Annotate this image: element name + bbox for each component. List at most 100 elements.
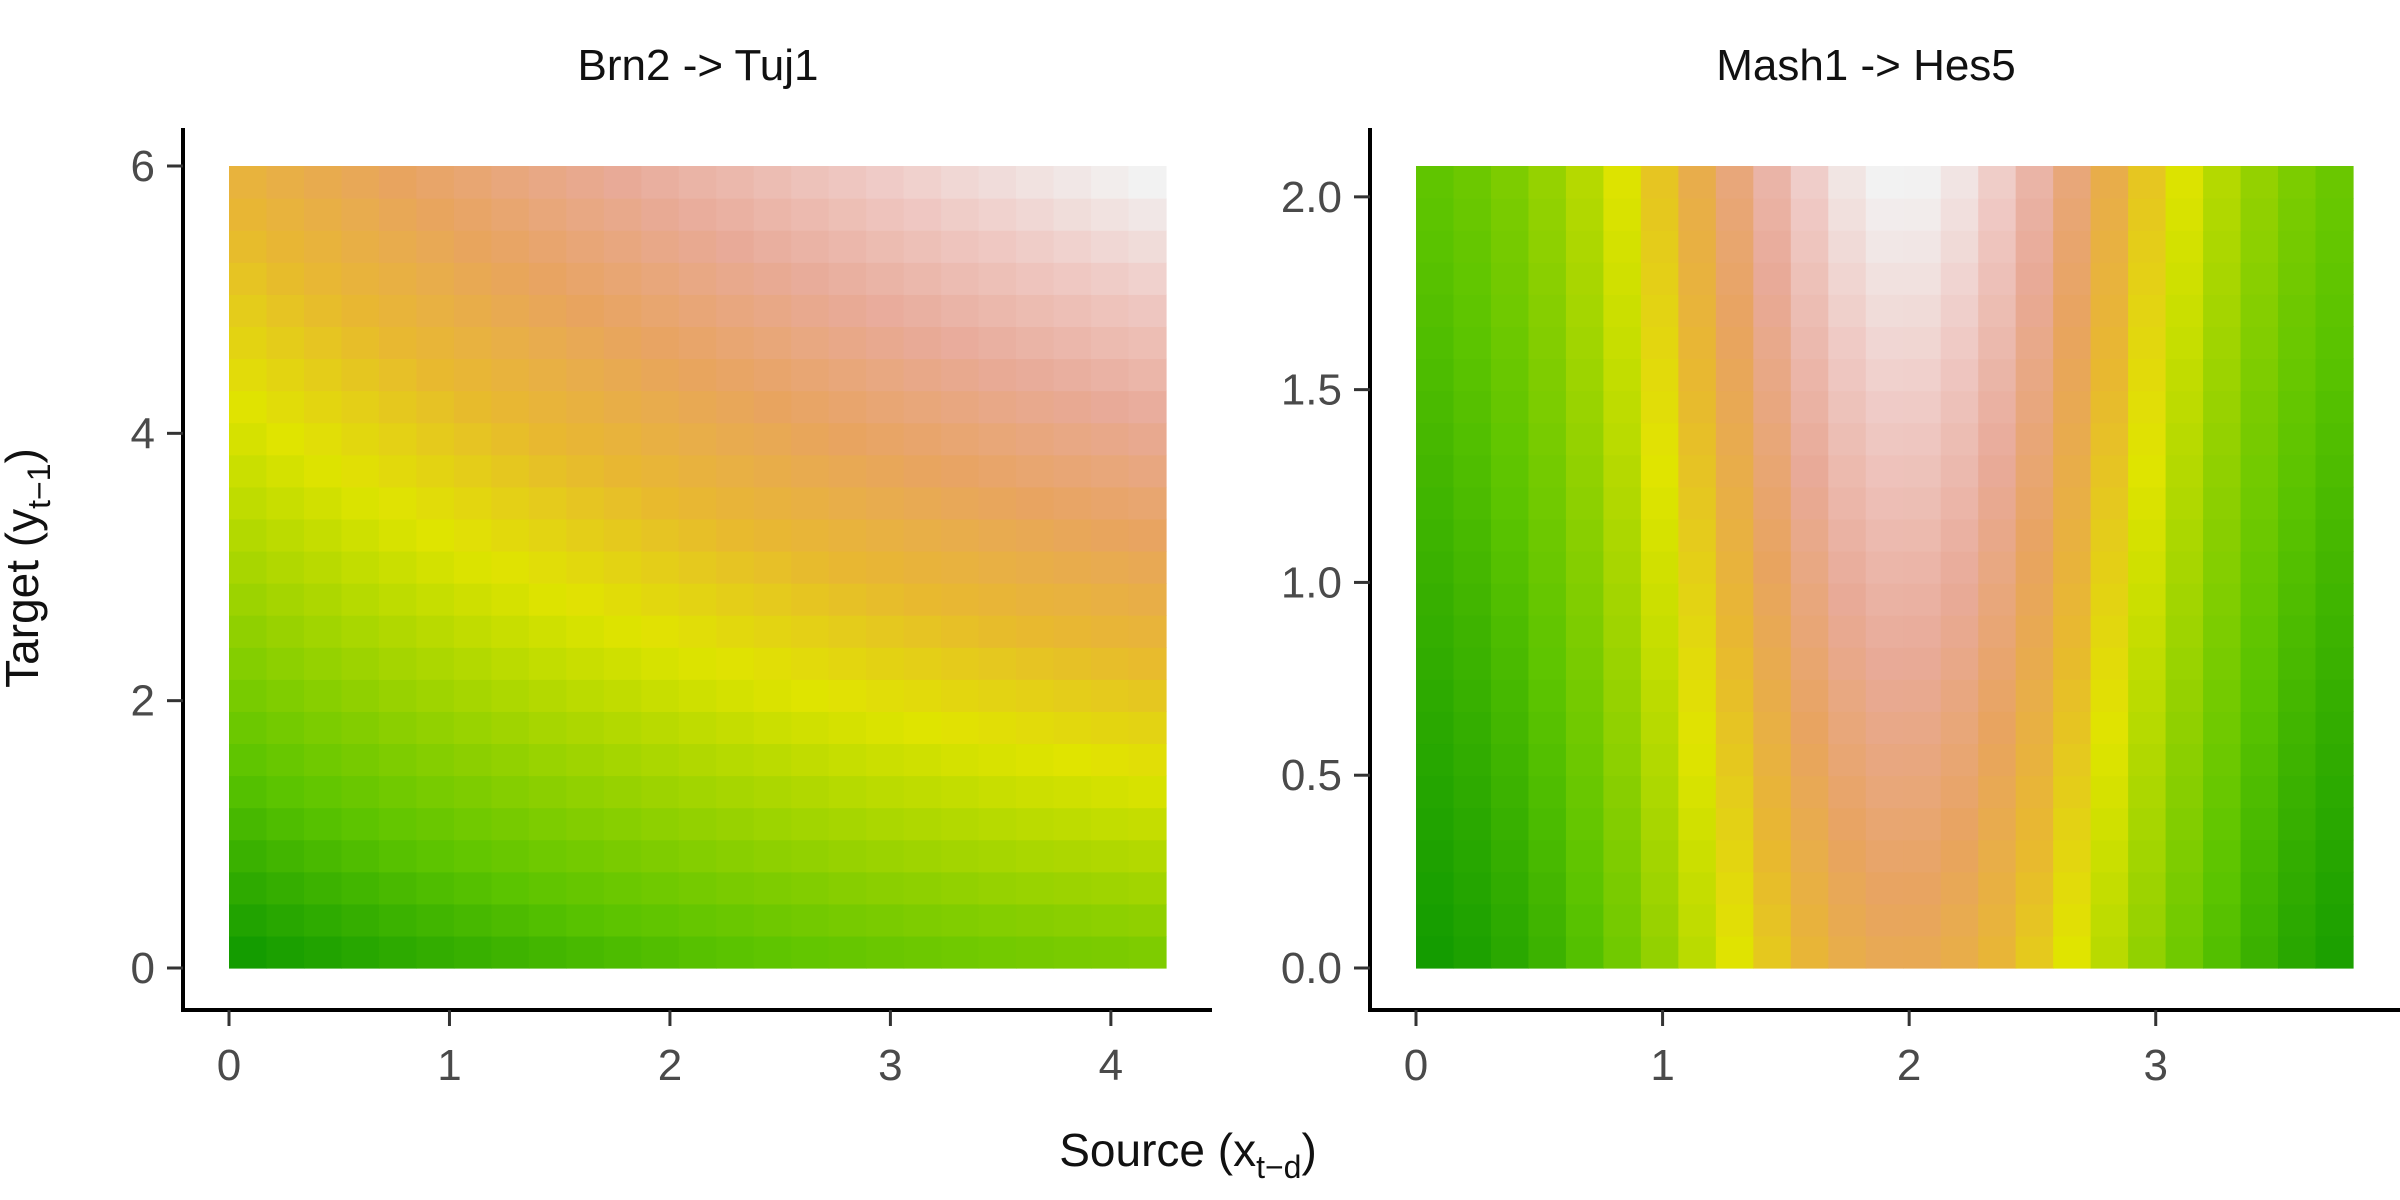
heatmap-cell: [378, 294, 417, 327]
heatmap-cell: [1091, 518, 1130, 552]
heatmap-cell: [2315, 775, 2354, 809]
heatmap-cell: [1715, 839, 1754, 873]
heatmap-cell: [2278, 679, 2317, 712]
heatmap-cell: [753, 262, 792, 295]
heatmap-cell: [941, 294, 980, 327]
heatmap-cell: [753, 871, 792, 905]
heatmap-cell: [1940, 775, 1979, 809]
heatmap-cell: [641, 518, 680, 552]
heatmap-cell: [1565, 390, 1604, 424]
heatmap-cell: [2278, 839, 2317, 873]
heatmap-cell: [229, 711, 268, 745]
heatmap-cell: [866, 647, 905, 680]
heatmap-cell: [828, 326, 867, 360]
x-tick-label: 1: [1650, 1041, 1674, 1090]
heatmap-cell: [1490, 358, 1530, 392]
heatmap-cell: [828, 839, 867, 873]
heatmap-cell: [453, 486, 492, 520]
heatmap-cell: [453, 166, 492, 199]
axis-frame: [181, 128, 1212, 1012]
heatmap-cell: [566, 486, 605, 520]
heatmap-cell: [1091, 711, 1130, 745]
heatmap-cell: [2315, 935, 2354, 969]
heatmap-cell: [2203, 711, 2242, 745]
heatmap-cell: [1453, 775, 1492, 809]
heatmap-cell: [1903, 262, 1942, 295]
heatmap-cell: [1128, 807, 1167, 841]
heatmap-cell: [978, 743, 1017, 777]
heatmap-cell: [229, 326, 268, 360]
heatmap-cell: [528, 647, 567, 680]
heatmap-cell: [416, 807, 455, 841]
heatmap-cell: [1416, 422, 1455, 456]
heatmap-cell: [1603, 486, 1642, 520]
heatmap-cell: [1790, 390, 1829, 424]
heatmap-cell: [1565, 358, 1604, 392]
heatmap-cell: [1565, 615, 1604, 648]
heatmap-cell: [716, 262, 755, 295]
heatmap-cell: [1603, 583, 1642, 616]
heatmap-cell: [1753, 871, 1792, 905]
heatmap-cell: [1603, 711, 1642, 745]
heatmap-cell: [828, 486, 867, 520]
heatmap-cell: [566, 358, 605, 392]
heatmap-cell: [1640, 647, 1679, 680]
heatmap-cell: [1565, 775, 1604, 809]
heatmap-cell: [978, 294, 1017, 327]
heatmap-cell: [1490, 390, 1530, 424]
heatmap-cell: [1753, 262, 1792, 295]
heatmap-cell: [1565, 550, 1604, 584]
heatmap-cell: [2278, 903, 2317, 937]
heatmap-cell: [1678, 679, 1717, 712]
heatmap-cell: [1753, 679, 1792, 712]
heatmap-cell: [453, 550, 492, 584]
heatmap-cell: [2278, 486, 2317, 520]
heatmap-cell: [941, 550, 980, 584]
heatmap-cell: [2203, 550, 2242, 584]
heatmap-cell: [828, 679, 867, 712]
heatmap-cell: [716, 807, 755, 841]
heatmap-cell: [603, 935, 642, 969]
heatmap-cell: [2015, 615, 2054, 648]
heatmap-cell: [2015, 903, 2054, 937]
heatmap-cell: [1753, 294, 1792, 327]
heatmap-cell: [1091, 166, 1130, 199]
heatmap-cell: [1715, 647, 1754, 680]
heatmap-cell: [453, 454, 492, 488]
heatmap-cell: [753, 903, 792, 937]
heatmap-cell: [2053, 518, 2092, 552]
heatmap-cell: [2015, 262, 2054, 295]
heatmap-cell: [1528, 262, 1567, 295]
heatmap-cell: [2128, 775, 2167, 809]
heatmap-cell: [453, 679, 492, 712]
heatmap-cell: [453, 711, 492, 745]
heatmap-cell: [1603, 839, 1642, 873]
heatmap-cell: [2240, 422, 2279, 456]
heatmap-cell: [1453, 583, 1492, 616]
heatmap-cell: [2053, 871, 2092, 905]
heatmap-cell: [678, 326, 717, 360]
heatmap-cell: [2090, 230, 2129, 263]
heatmap-cell: [1091, 871, 1130, 905]
heatmap-cell: [566, 198, 605, 231]
heatmap-cell: [1528, 550, 1567, 584]
heatmap-cell: [866, 518, 905, 552]
heatmap-cell: [1865, 422, 1904, 456]
heatmap-cell: [941, 230, 980, 263]
heatmap-cell: [941, 679, 980, 712]
heatmap-cell: [1603, 871, 1642, 905]
heatmap-cell: [978, 615, 1017, 648]
heatmap-cell: [1828, 775, 1867, 809]
heatmap-cell: [491, 775, 530, 809]
heatmap-cell: [1715, 262, 1754, 295]
heatmap-cell: [1865, 550, 1904, 584]
heatmap-cell: [1453, 807, 1492, 841]
heatmap-cell: [2090, 422, 2129, 456]
heatmap-cell: [1790, 583, 1829, 616]
heatmap-cell: [1053, 807, 1092, 841]
heatmap-cell: [566, 518, 605, 552]
heatmap-cell: [2128, 166, 2167, 199]
heatmap-cell: [716, 454, 755, 488]
heatmap-cell: [1053, 390, 1092, 424]
heatmap-cell: [791, 358, 830, 392]
